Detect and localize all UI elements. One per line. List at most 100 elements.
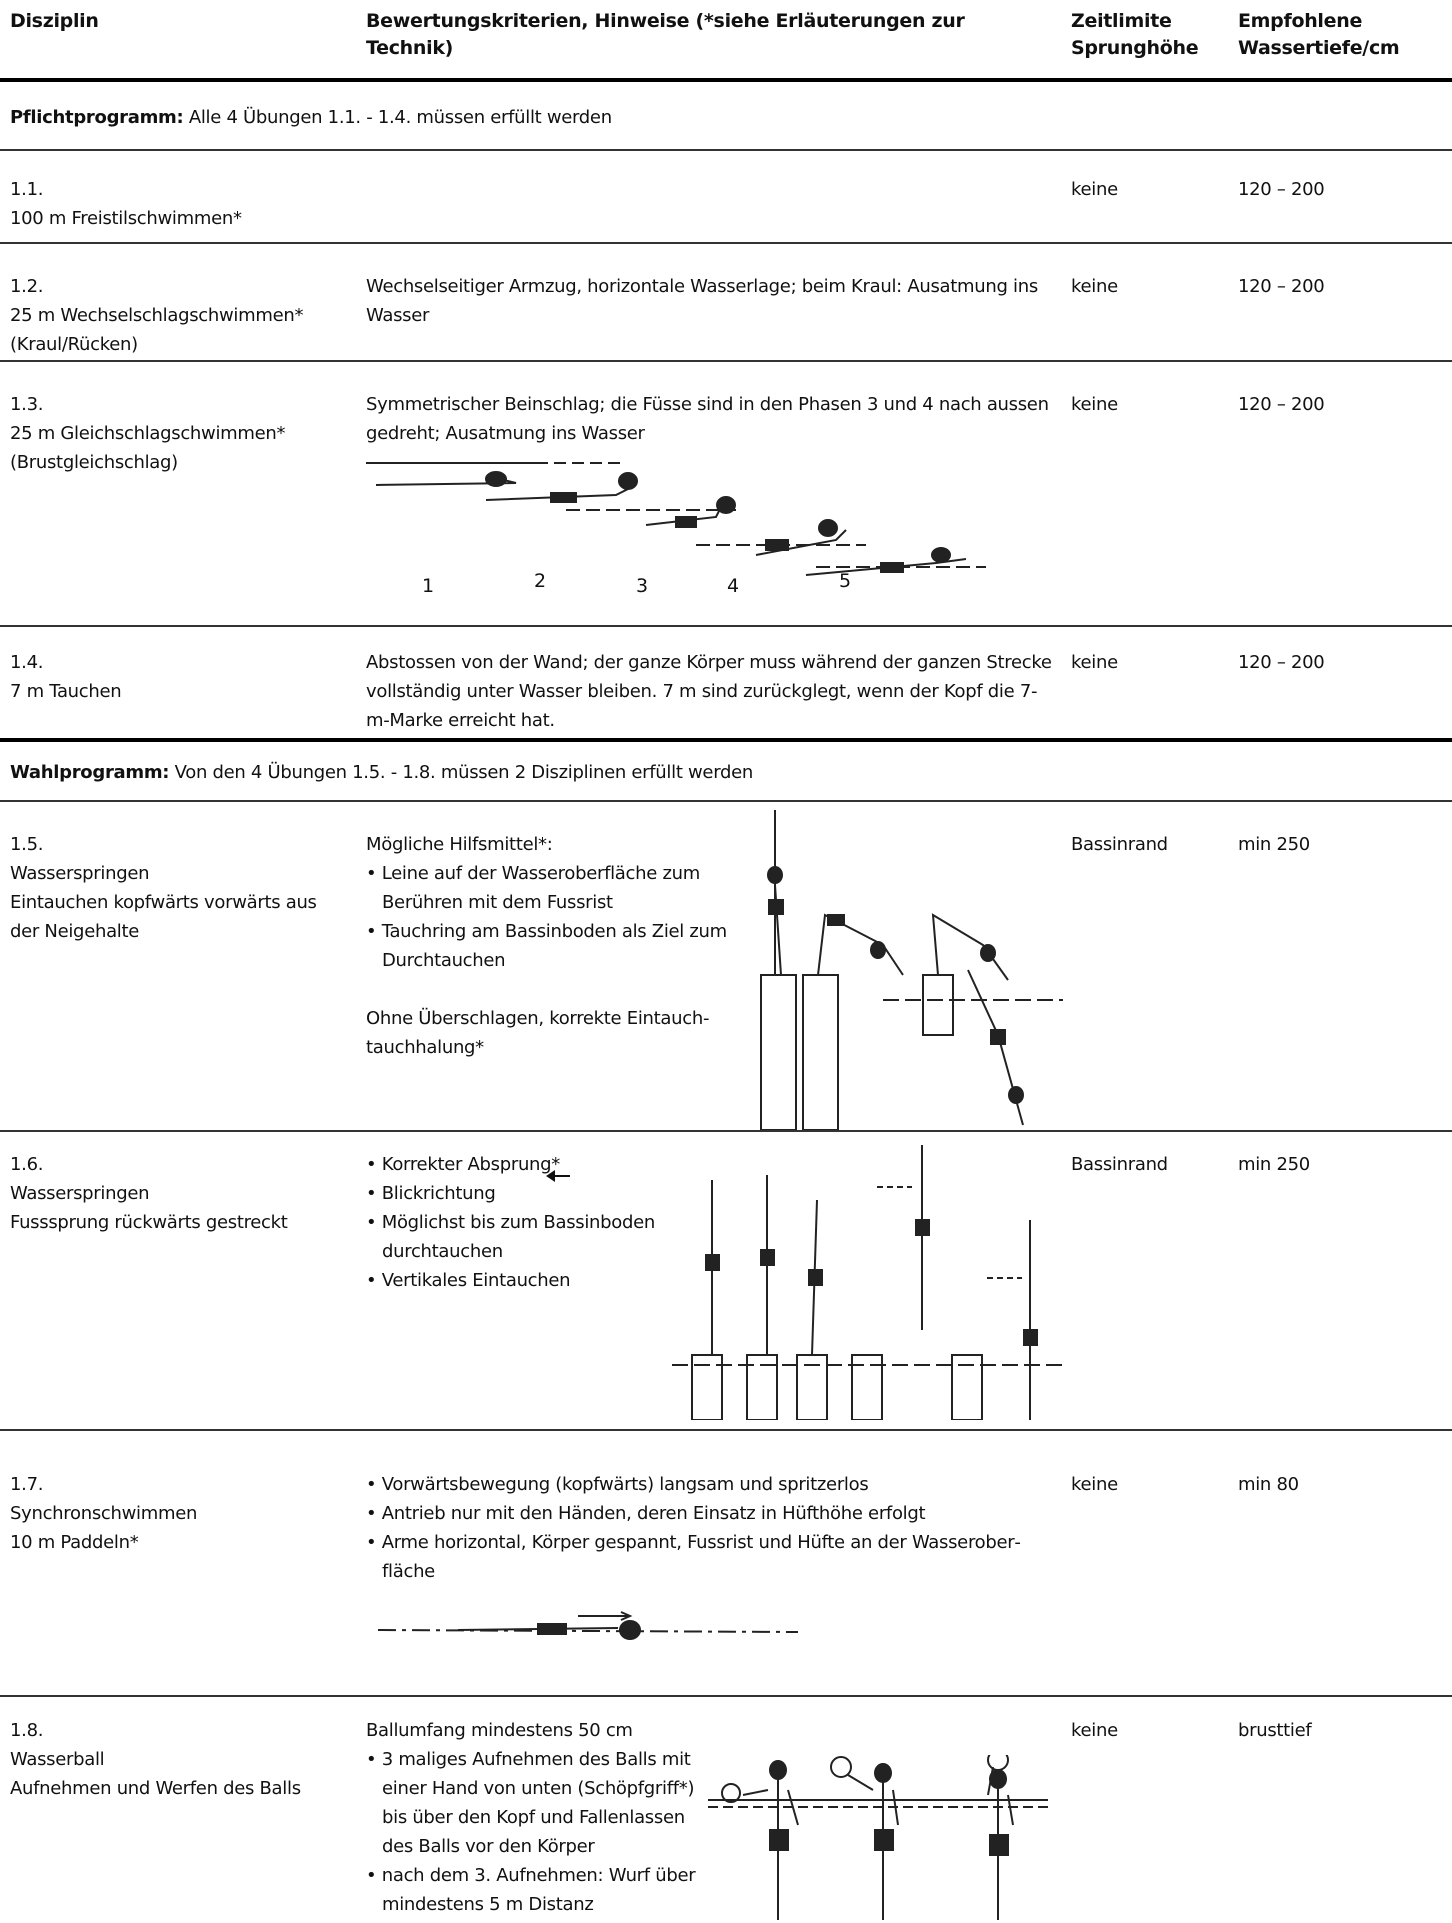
discipline-cell: 1.4. 7 m Tauchen — [10, 648, 340, 706]
discipline-line: Wasserspringen — [10, 1183, 150, 1204]
gaze-arrow — [546, 1170, 570, 1182]
criteria-line: • nach dem 3. Aufnehmen: Wurf über minde… — [366, 1865, 696, 1915]
row-divider — [0, 800, 1452, 802]
discipline-cell: 1.7. Synchronschwimmen 10 m Paddeln* — [10, 1470, 340, 1557]
discipline-line: Aufnehmen und Werfen des Balls — [10, 1778, 301, 1799]
criteria-line: • Möglichst bis zum Bassinboden durchtau… — [366, 1212, 656, 1262]
discipline-line: 1.2. — [10, 276, 44, 297]
discipline-cell: 1.8. Wasserball Aufnehmen und Werfen des B… — [10, 1716, 340, 1803]
discipline-line: 1.6. — [10, 1154, 44, 1175]
depth-cell: min 250 — [1238, 1154, 1310, 1175]
depth-cell: 120 – 200 — [1238, 276, 1325, 297]
criteria-line: Abstossen von der Wand; der ganze Körper… — [366, 652, 1052, 731]
criteria-cell: • Vorwärtsbewegung (kopfwärts) langsam u… — [366, 1470, 1056, 1586]
row-divider — [0, 149, 1452, 151]
time-cell: Bassinrand — [1071, 1154, 1168, 1175]
figure-label: 1 — [422, 575, 434, 597]
criteria-cell: Abstossen von der Wand; der ganze Körper… — [366, 648, 1056, 735]
criteria-line: • 3 maliges Aufnehmen des Balls mit eine… — [366, 1749, 695, 1857]
jump-illustration — [672, 1145, 1062, 1420]
section-title: Pflichtprogramm: — [10, 107, 184, 128]
criteria-cell: Mögliche Hilfsmittel*: • Leine auf der Wa… — [366, 830, 741, 1062]
discipline-line: 100 m Freistilschwimmen* — [10, 208, 242, 229]
breaststroke-illustration: 1 2 3 4 5 — [366, 462, 986, 597]
figure-label: 2 — [534, 570, 546, 592]
row-divider — [0, 78, 1452, 82]
criteria-line: • Arme horizontal, Körper gespannt, Fuss… — [366, 1532, 1021, 1582]
figure-label: 3 — [636, 575, 648, 597]
time-cell: keine — [1071, 1720, 1118, 1741]
section-title: Wahlprogramm: — [10, 762, 170, 783]
time-cell: keine — [1071, 394, 1118, 415]
figure-label: 5 — [839, 570, 851, 592]
depth-cell: brusttief — [1238, 1720, 1312, 1741]
discipline-line: 1.4. — [10, 652, 44, 673]
discipline-cell: 1.3. 25 m Gleichschlagschwimmen* (Brustgl… — [10, 390, 340, 477]
row-divider — [0, 360, 1452, 362]
criteria-line: • Blickrichtung — [366, 1183, 496, 1204]
depth-cell: 120 – 200 — [1238, 394, 1325, 415]
criteria-line: • Vertikales Eintauchen — [366, 1270, 571, 1291]
discipline-line: 25 m Wechselschlagschwimmen* (Kraul/Rück… — [10, 305, 304, 355]
criteria-line: Mögliche Hilfsmittel*: — [366, 834, 553, 855]
discipline-line: 7 m Tauchen — [10, 681, 122, 702]
time-cell: keine — [1071, 652, 1118, 673]
row-divider — [0, 1695, 1452, 1697]
discipline-line: 1.1. — [10, 179, 44, 200]
row-divider — [0, 1429, 1452, 1431]
criteria-line: • Korrekter Absprung* — [366, 1154, 560, 1175]
figure-label: 4 — [727, 575, 739, 597]
discipline-line: Eintauchen kopfwärts vorwärts aus der Ne… — [10, 892, 317, 942]
time-cell: keine — [1071, 276, 1118, 297]
header-cell: Disziplin — [10, 10, 99, 32]
discipline-line: 25 m Gleichschlagschwimmen* (Brustgleich… — [10, 423, 286, 473]
section-heading: Pflichtprogramm: Alle 4 Übungen 1.1. - 1… — [10, 103, 612, 132]
depth-cell: 120 – 200 — [1238, 179, 1325, 200]
discipline-line: Wasserspringen — [10, 863, 150, 884]
criteria-line: • Vorwärtsbewegung (kopfwärts) langsam u… — [366, 1474, 869, 1495]
depth-cell: min 250 — [1238, 834, 1310, 855]
header-cell: Zeitlimite Sprunghöhe — [1071, 10, 1199, 59]
criteria-line: Ohne Überschlagen, korrekte Eintauch­tau… — [366, 1008, 710, 1058]
dive-illustration — [760, 810, 1063, 1130]
time-cell: keine — [1071, 179, 1118, 200]
section-note: Von den 4 Übungen 1.5. - 1.8. müssen 2 D… — [174, 762, 754, 783]
discipline-cell: 1.1. 100 m Freistilschwimmen* — [10, 175, 340, 233]
discipline-cell: 1.6. Wasserspringen Fusssprung rückwärts g… — [10, 1150, 340, 1237]
criteria-cell: Wechselseitiger Armzug, horizontale Wass… — [366, 272, 1056, 330]
depth-cell: min 80 — [1238, 1474, 1299, 1495]
time-cell: keine — [1071, 1474, 1118, 1495]
section-note: Alle 4 Übungen 1.1. - 1.4. müssen erfüll… — [188, 107, 612, 128]
header-cell: Empfohlene Wassertiefe/cm — [1238, 10, 1400, 59]
criteria-line: Symmetrischer Beinschlag; die Füsse sind… — [366, 394, 1049, 444]
row-divider — [0, 738, 1452, 742]
row-divider — [0, 242, 1452, 244]
row-divider — [0, 1130, 1452, 1132]
section-heading: Wahlprogramm: Von den 4 Übungen 1.5. - 1… — [10, 758, 753, 787]
criteria-line: • Leine auf der Wasseroberfläche zum Ber… — [366, 863, 700, 913]
discipline-line: 1.5. — [10, 834, 44, 855]
discipline-line: 1.7. — [10, 1474, 44, 1495]
depth-cell: 120 – 200 — [1238, 652, 1325, 673]
discipline-line: 1.3. — [10, 394, 44, 415]
criteria-line: • Antrieb nur mit den Händen, deren Eins… — [366, 1503, 926, 1524]
waterball-illustration — [708, 1755, 1048, 1920]
discipline-line: Synchronschwimmen — [10, 1503, 198, 1524]
arrow-head — [546, 1170, 555, 1182]
discipline-line: Wasserball — [10, 1749, 105, 1770]
criteria-line: Wechselseitiger Armzug, horizontale Wass… — [366, 276, 1038, 326]
header-cell: Bewertungskriterien, Hinweise (*siehe Er… — [366, 10, 965, 59]
discipline-line: 10 m Paddeln* — [10, 1532, 139, 1553]
paddle-illustration — [378, 1611, 798, 1640]
discipline-cell: 1.2. 25 m Wechselschlagschwimmen* (Kraul/… — [10, 272, 340, 359]
criteria-line: Ballumfang mindestens 50 cm — [366, 1720, 633, 1741]
criteria-cell: Symmetrischer Beinschlag; die Füsse sind… — [366, 390, 1056, 448]
time-cell: Bassinrand — [1071, 834, 1168, 855]
row-divider — [0, 625, 1452, 627]
criteria-cell: Ballumfang mindestens 50 cm • 3 maliges A… — [366, 1716, 711, 1919]
discipline-line: Fusssprung rückwärts gestreckt — [10, 1212, 288, 1233]
criteria-cell: • Korrekter Absprung* • Blickrichtung • Mö… — [366, 1150, 686, 1295]
discipline-line: 1.8. — [10, 1720, 44, 1741]
criteria-line: • Tauchring am Bassinboden als Ziel zum … — [366, 921, 727, 971]
